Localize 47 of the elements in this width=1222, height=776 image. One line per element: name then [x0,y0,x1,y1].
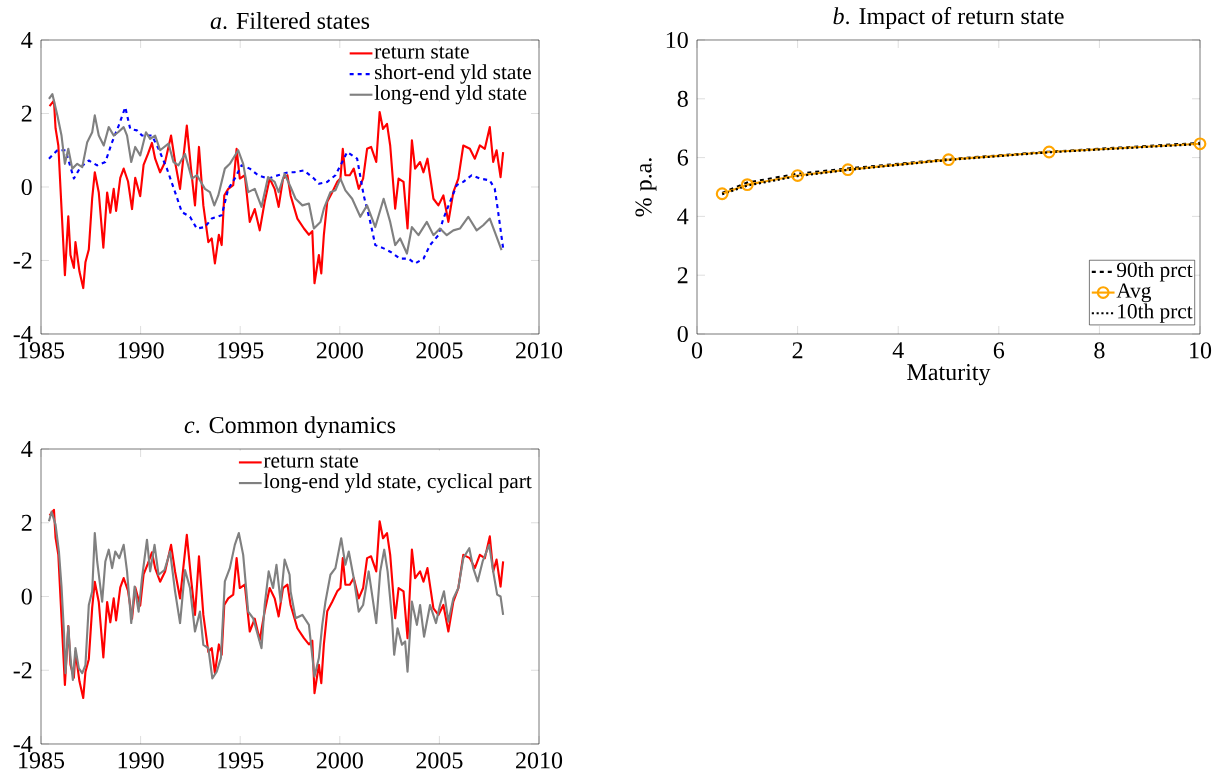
x-tick-label: 2010 [516,342,563,359]
x-tick-label: 10 [1190,342,1212,359]
y-tick-label: 0 [21,588,32,605]
x-tick-label: 2005 [416,342,463,359]
y-tick-label: 4 [21,441,33,457]
legend-label: 90th prct [1116,262,1193,282]
x-tick-label: 8 [1094,342,1105,359]
y-tick-label: 10 [666,31,688,49]
x-axis-title: Maturity [907,364,991,386]
y-tick-label: 2 [21,514,32,531]
y-tick-label: 6 [677,149,689,166]
chart-title: a. Filtered states [210,12,370,30]
x-tick-label: 0 [691,342,703,359]
x-tick-label: 4 [892,342,904,359]
x-tick-label: 1995 [218,752,264,769]
chart-title: b. Impact of return state [833,7,1064,30]
legend-label: long-end yld state, cyclical part [263,473,532,493]
legend-label: return state [263,455,359,468]
y-tick-label: 8 [677,90,688,107]
y-axis-title: % p.a. [635,158,657,217]
legend-label: short-end yld state [375,64,532,84]
y-tick-label: 4 [677,208,689,225]
x-tick-label: 2 [792,342,803,359]
x-tick-label: 2010 [516,752,563,769]
y-tick-label: 0 [677,325,688,343]
x-tick-label: 1995 [218,342,264,359]
x-tick-label: 1985 [19,752,65,769]
legend-label: long-end yld state [374,84,527,105]
y-tick-label: 4 [21,32,33,48]
x-tick-label: 1990 [118,752,164,769]
y-tick-label: -4 [13,736,33,752]
y-tick-label: 2 [21,105,32,122]
x-tick-label: 2005 [416,752,463,769]
chart-title: c. Common dynamics [184,416,396,439]
y-tick-label: -2 [13,662,32,679]
legend-label: Avg [1116,283,1152,303]
x-tick-label: 2000 [316,752,363,769]
y-tick-label: -4 [13,326,33,342]
x-tick-label: 2000 [316,342,363,359]
x-tick-label: 6 [993,342,1005,359]
x-tick-label: 1985 [19,342,65,359]
x-tick-label: 1990 [118,342,164,359]
y-tick-label: 0 [21,178,32,196]
y-tick-label: -2 [13,252,32,269]
legend-label: 10th prct [1118,303,1193,323]
y-tick-label: 2 [677,267,688,284]
legend-label: return state [374,46,469,59]
